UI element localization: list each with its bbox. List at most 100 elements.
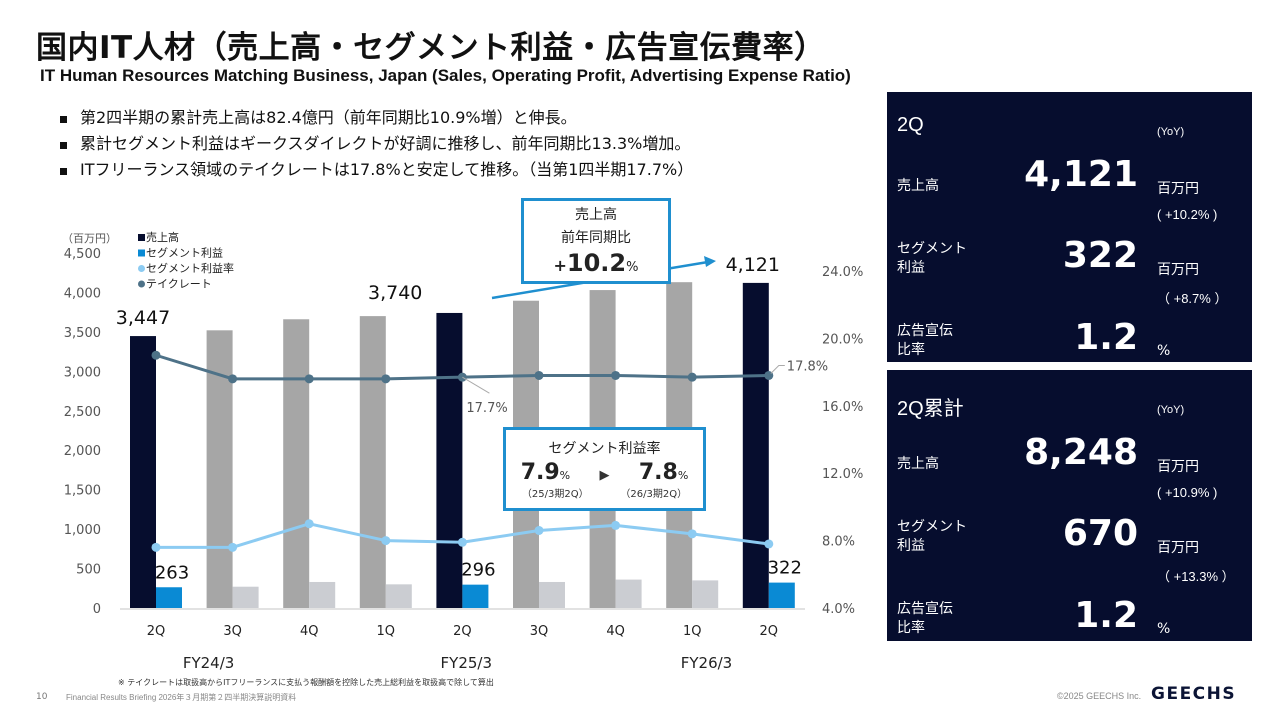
right-axis-tick: 4.0% — [822, 602, 855, 617]
bullet-item: 累計セグメント利益はギークスダイレクトが好調に推移し、前年同期比13.3%増加。 — [58, 131, 693, 157]
segment-margin-point — [457, 537, 467, 547]
category-label: 3Q — [223, 624, 242, 639]
take-rate-point — [228, 374, 238, 384]
sales-unit: 百万円 — [1157, 181, 1199, 197]
legend-dot-icon — [138, 280, 145, 288]
category-label: 2Q — [453, 624, 472, 639]
profit-bar — [692, 580, 719, 608]
profit-unit: 百万円 — [1157, 540, 1199, 556]
left-axis-tick: 3,000 — [64, 365, 101, 380]
callout-sales-line2: 前年同期比 — [561, 230, 631, 246]
segment-margin-point — [764, 539, 774, 549]
ad-ratio-unit: % — [1157, 621, 1171, 637]
right-axis-tick: 8.0% — [822, 535, 855, 550]
take-rate-point — [687, 372, 697, 382]
profit-label: セグメント 利益 — [897, 241, 967, 276]
take-rate-leader — [462, 376, 490, 394]
profit-yoy: （ +8.7% ） — [1157, 291, 1228, 306]
bullet-item: 第2四半期の累計売上高は82.4億円（前年同期比10.9%増）と伸長。 — [58, 105, 693, 131]
profit-label: セグメント 利益 — [897, 519, 967, 554]
ad-ratio-label: 広告宣伝 比率 — [897, 601, 953, 636]
left-axis-tick: 1,500 — [64, 484, 101, 499]
profit-value-label: 322 — [768, 558, 802, 579]
margin-from-value: 7.9% — [520, 460, 571, 485]
page-subtitle: IT Human Resources Matching Business, Ja… — [40, 66, 851, 85]
take-rate-footnote: ※ テイクレートは取扱高からITフリーランスに支払う報酬額を控除した売上総利益を… — [118, 678, 494, 687]
segment-margin-point — [381, 536, 391, 546]
ad-ratio-value: 1.2 — [1074, 317, 1138, 358]
profit-unit: 百万円 — [1157, 262, 1199, 278]
right-axis-tick: 12.0% — [822, 467, 863, 482]
sales-value-label: 3,740 — [368, 282, 422, 304]
sales-value-label: 3,447 — [116, 307, 170, 329]
margin-callout: セグメント利益率 7.9% ▶ 7.8% （25/3期2Q） （26/3期2Q） — [503, 427, 706, 511]
take-rate-point — [304, 374, 314, 384]
margin-to-value: 7.8% — [638, 460, 689, 485]
legend-swatch-icon — [138, 234, 145, 241]
left-axis-tick: 3,500 — [64, 326, 101, 341]
right-axis-tick: 20.0% — [822, 332, 863, 347]
fiscal-year-label: FY26/3 — [681, 654, 732, 672]
sales-yoy: ( +10.9% ) — [1157, 485, 1218, 500]
left-axis: 0 500 1,000 1,500 2,000 2,500 3,000 3,500 4,000 4… — [64, 247, 101, 617]
copyright: ©2025 GEECHS Inc. — [1057, 691, 1142, 701]
left-axis-tick: 2,000 — [64, 444, 101, 459]
fiscal-year-label: FY25/3 — [441, 654, 492, 672]
profit-bar — [615, 579, 642, 608]
profit-bar — [462, 584, 489, 608]
sales-bar — [130, 336, 156, 608]
take-rate-label: 17.7% — [466, 401, 507, 416]
take-rate-point — [151, 350, 161, 360]
take-rate-point — [534, 370, 544, 380]
right-axis-tick: 24.0% — [822, 265, 863, 280]
category-label: 4Q — [606, 624, 625, 639]
sales-value-label: 4,121 — [726, 254, 780, 276]
profit-value: 670 — [1062, 513, 1138, 554]
margin-to-label: （26/3期2Q） — [620, 489, 688, 500]
left-axis-tick: 2,500 — [64, 405, 101, 420]
quarter-summary-panel: 2Q (YoY) 売上高 4,121 百万円 ( +10.2% ) セグメント利… — [887, 92, 1252, 362]
left-axis-tick: 0 — [93, 602, 101, 617]
profit-bar — [232, 586, 259, 608]
segment-margin-point — [687, 529, 697, 539]
sales-yoy-callout: 売上高 前年同期比 +10.2% — [521, 198, 671, 284]
category-label: 1Q — [683, 624, 702, 639]
ad-ratio-label: 広告宣伝 比率 — [897, 323, 953, 358]
legend-dot-icon — [138, 265, 145, 272]
right-axis: 4.0% 8.0% 12.0% 16.0% 20.0% 24.0% — [822, 265, 863, 617]
bullet-item: ITフリーランス領域のテイクレートは17.8%と安定して推移。（当第1四半期17… — [58, 157, 693, 183]
profit-bar — [156, 587, 182, 608]
category-label: 2Q — [760, 624, 779, 639]
category-label: 1Q — [377, 624, 396, 639]
callout-sales-line1: 売上高 — [575, 207, 617, 223]
sales-label: 売上高 — [897, 178, 939, 194]
profit-yoy: （ +13.3% ） — [1157, 569, 1235, 584]
profit-value-label: 263 — [155, 562, 189, 583]
sales-label: 売上高 — [897, 456, 939, 472]
category-label: 4Q — [300, 624, 319, 639]
left-axis-tick: 1,000 — [64, 523, 101, 538]
ad-ratio-value: 1.2 — [1074, 595, 1138, 636]
take-rate-label: 17.8% — [787, 359, 828, 374]
legend-label: テイクレート — [146, 278, 212, 291]
margin-from-label: （25/3期2Q） — [521, 489, 589, 500]
sales-value: 8,248 — [1024, 432, 1138, 473]
ad-ratio-unit: % — [1157, 343, 1171, 359]
legend-label: 売上高 — [146, 230, 179, 244]
cumulative-summary-panel: 2Q累計 (YoY) 売上高 8,248 百万円 ( +10.9% ) セグメン… — [887, 370, 1252, 641]
sales-yoy: ( +10.2% ) — [1157, 207, 1218, 222]
sales-profit-chart: 0 500 1,000 1,500 2,000 2,500 3,000 3,500 4,000 4… — [62, 230, 863, 672]
left-axis-tick: 4,000 — [64, 286, 101, 301]
profit-bar — [385, 584, 412, 608]
left-axis-tick: 500 — [76, 563, 101, 578]
data-labels-group: 3,447 3,740 4,121 263 296 322 17.7% 17.8% — [116, 254, 828, 583]
profit-value: 322 — [1062, 235, 1138, 276]
legend-swatch-icon — [138, 249, 145, 257]
segment-margin-point — [228, 542, 238, 552]
yoy-label: (YoY) — [1157, 126, 1185, 138]
right-axis-tick: 16.0% — [822, 400, 863, 415]
category-label: 3Q — [530, 624, 549, 639]
profit-bar — [768, 582, 795, 608]
segment-margin-point — [151, 542, 161, 552]
